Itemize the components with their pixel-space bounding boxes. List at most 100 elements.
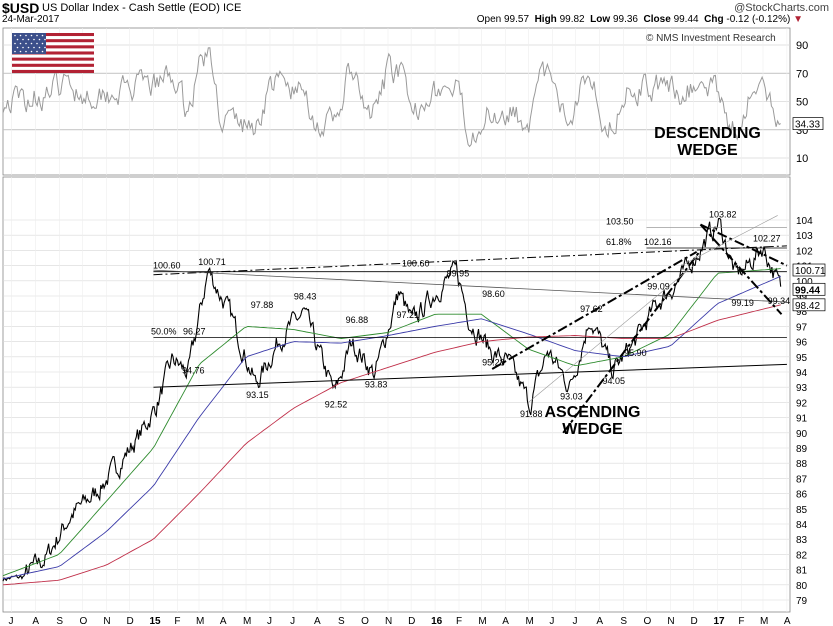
price-data-label: 92.52 [325, 399, 348, 409]
flag-star [14, 34, 16, 37]
price-data-label: 98.43 [294, 292, 317, 302]
flag-star [30, 42, 33, 45]
price-data-label: 95.90 [624, 348, 647, 358]
flag-star [27, 46, 30, 49]
x-tick-label: A [784, 616, 791, 626]
ma-short-line [2, 268, 781, 577]
price-data-label: 97.88 [251, 300, 274, 310]
x-tick-label: F [456, 616, 462, 626]
flag-star [16, 38, 19, 41]
price-tick-label: 93 [796, 383, 808, 394]
x-tick-label: 15 [149, 616, 161, 626]
flag-stripe [12, 42, 94, 46]
x-tick-label: N [667, 616, 674, 626]
rsi-tick-label: 10 [796, 153, 808, 165]
x-tick-label: S [56, 616, 63, 626]
price-tick-label: 92 [796, 398, 808, 409]
price-tick-label: 83 [796, 535, 808, 546]
flag-star [41, 50, 44, 53]
x-tick-label: O [79, 616, 87, 626]
x-tick-label: S [338, 616, 345, 626]
trendlines [153, 215, 788, 434]
data-labels: 100.71 93.15 92.52 93.83 100.60 99.95 98.60 95.… [151, 210, 790, 419]
x-tick-label: J [267, 616, 272, 626]
ma-mid-line [2, 275, 781, 580]
flag-star [14, 42, 16, 45]
flag-star [19, 42, 22, 45]
price-panel [2, 217, 782, 586]
rsi-tick-label: 50 [796, 97, 808, 109]
flag-star [19, 34, 22, 37]
price-data-label: 100.71 [198, 257, 226, 267]
fib-50-label: 50.0% [151, 326, 177, 336]
price-tick-label: 104 [796, 216, 813, 227]
flag-stripe [12, 33, 94, 37]
mid-channel-line [153, 269, 787, 303]
price-tick-label: 89 [796, 444, 808, 455]
level-10350-label: 103.50 [606, 217, 634, 227]
flag-star [16, 46, 19, 49]
price-data-label: 102.27 [753, 233, 781, 243]
long-support-line [153, 363, 787, 388]
x-tick-label: D [408, 616, 415, 626]
flag-star [30, 50, 33, 53]
x-tick-label: J [573, 616, 578, 626]
price-tick-label: 99 [796, 292, 808, 303]
price-tick-label: 103 [796, 231, 813, 242]
flag-stripe [12, 48, 94, 52]
x-tick-label: M [525, 616, 533, 626]
flag-star [38, 38, 41, 41]
price-tick-label: 100 [796, 277, 813, 288]
flag-stripe [12, 36, 94, 40]
price-data-label: 99.19 [731, 298, 754, 308]
rsi-last-value: 34.33 [795, 120, 820, 131]
rsi-line [2, 47, 781, 148]
flag-star [38, 46, 41, 49]
price-data-label: 91.88 [520, 409, 543, 419]
x-tick-label: J [549, 616, 554, 626]
flag-star [33, 46, 35, 49]
change-value: -0.12 (-0.12%) [726, 14, 791, 25]
price-value-box [792, 263, 826, 277]
chart-date: 24-Mar-2017 [2, 14, 60, 25]
price-tick-label: 95 [796, 353, 808, 364]
flag-star [25, 50, 27, 53]
price-data-label: 99.34 [768, 296, 791, 306]
price-data-label: 95.28 [482, 358, 505, 368]
price-data-label: 97.21 [397, 310, 420, 320]
rsi-value-box [792, 117, 824, 130]
price-tick-label: 91 [796, 414, 808, 425]
x-tick-label: O [643, 616, 651, 626]
instrument-name: US Dollar Index - Cash Settle (EOD) ICE [42, 2, 242, 14]
flag-star [22, 46, 24, 49]
level-10060-label: 100.60 [153, 261, 181, 271]
close-value: 99.44 [673, 14, 699, 25]
price-frame [2, 176, 791, 613]
symbol: $USD [2, 0, 40, 16]
ascending-wedge-upper [491, 251, 698, 370]
x-tick-label: A [502, 616, 509, 626]
ascending-wedge-label: ASCENDING WEDGE [544, 404, 641, 438]
research-credit: © NMS Investment Research [646, 33, 776, 44]
flag-star [25, 42, 27, 45]
flag-star [33, 38, 35, 41]
x-tick-label: S [620, 616, 627, 626]
flag-star [44, 46, 46, 49]
flag-star [27, 38, 30, 41]
price-data-label: 93.03 [560, 392, 583, 402]
x-tick-label: N [103, 616, 110, 626]
x-tick-label: A [220, 616, 227, 626]
price-tick-label: 88 [796, 459, 808, 470]
flag-star [36, 34, 38, 37]
descending-wedge-label: DESCENDING WEDGE [654, 125, 761, 159]
rsi-tick-label: 70 [796, 68, 808, 80]
flag-star [36, 42, 38, 45]
ascending-wedge-lower [562, 249, 702, 434]
down-arrow-icon: ▼ [793, 14, 803, 25]
flag-star [25, 34, 27, 37]
price-data-label: 96.88 [346, 315, 369, 325]
price-tick-label: 94 [796, 368, 808, 379]
price-tick-label: 102 [796, 246, 813, 257]
fib-618-label: 61.8% [606, 237, 632, 247]
flag-stripe [12, 69, 94, 73]
